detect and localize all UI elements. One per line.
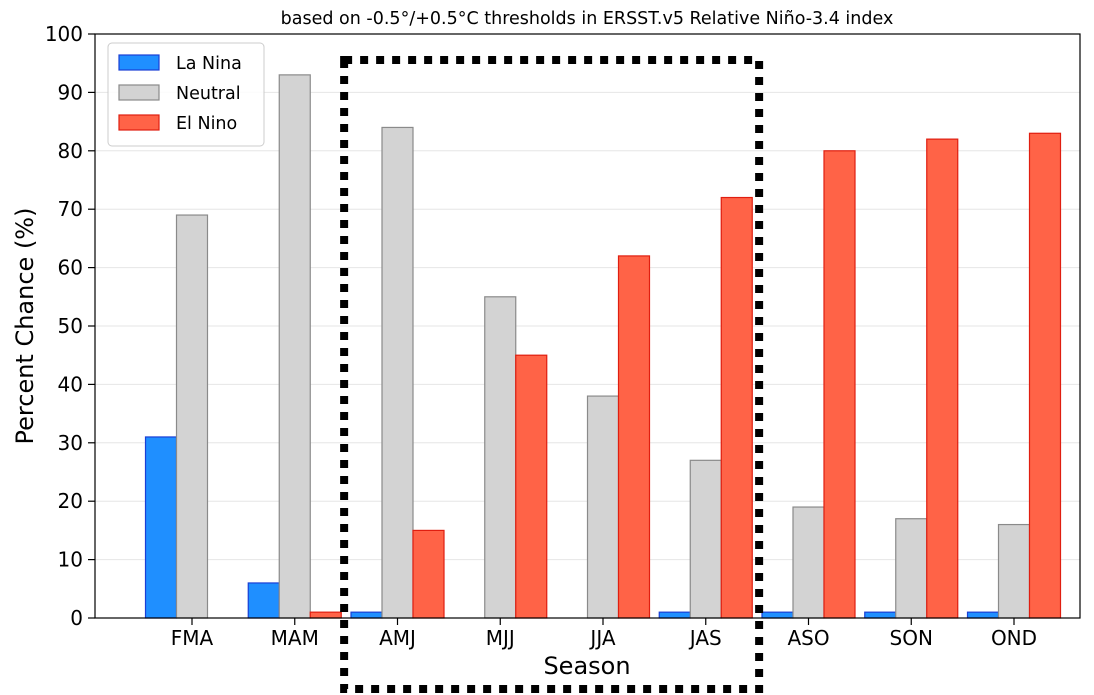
y-tick-label: 10: [58, 548, 83, 572]
highlight-box: [340, 56, 764, 693]
bar-el-nino-jas: [720, 196, 753, 619]
y-tick-label: 80: [58, 139, 83, 163]
bar-el-nino-mjj: [515, 354, 548, 619]
y-tick-label: 90: [58, 80, 83, 104]
bar-el-nino-amj: [412, 529, 445, 619]
bar-neutral-fma: [175, 214, 209, 619]
x-tick-label: JJA: [588, 626, 615, 650]
legend-swatch-la-nina: [118, 54, 160, 71]
bar-neutral-son: [895, 518, 928, 619]
bar-la-nina-aso: [761, 611, 794, 619]
x-tick-label: ASO: [787, 626, 829, 650]
bars: [144, 74, 1062, 619]
bar-neutral-aso: [792, 506, 825, 619]
bar-la-nina-mam: [247, 582, 280, 619]
x-axis-ticks: FMA MAM AMJ MJJ JJA JAS ASO SON OND: [171, 618, 1037, 650]
bar-la-nina-son: [864, 611, 897, 619]
bar-el-nino-mam: [309, 611, 342, 619]
y-tick-label: 50: [58, 314, 83, 338]
legend-label: El Nino: [176, 114, 237, 134]
x-tick-label: MJJ: [486, 626, 515, 650]
grid-lines: [95, 91, 1080, 561]
x-tick-label: SON: [890, 626, 933, 650]
bar-el-nino-son: [926, 138, 959, 619]
x-tick-label: JAS: [688, 626, 722, 650]
bar-neutral-jja: [586, 395, 620, 619]
bar-neutral-jas: [689, 459, 722, 619]
bar-la-nina-amj: [350, 611, 383, 619]
bar-la-nina-fma: [144, 436, 178, 619]
bar-neutral-mam: [278, 74, 311, 619]
y-tick-label: 70: [58, 197, 83, 221]
y-tick-label: 60: [58, 256, 83, 280]
x-tick-label: MAM: [271, 626, 319, 650]
bar-el-nino-aso: [823, 150, 856, 619]
x-tick-label: OND: [991, 626, 1037, 650]
x-tick-label: FMA: [171, 626, 214, 650]
y-axis-ticks: 0 10 20 30 40 50 60 70 80 90 100: [45, 22, 95, 630]
legend-swatch-el-nino: [118, 114, 160, 131]
y-tick-label: 40: [58, 372, 83, 396]
legend-swatch-neutral: [118, 84, 160, 101]
y-tick-label: 30: [58, 431, 83, 455]
y-tick-label: 100: [45, 22, 83, 46]
x-tick-label: AMJ: [379, 626, 416, 650]
bar-la-nina-ond: [966, 611, 1000, 619]
bar-neutral-mjj: [484, 296, 517, 619]
legend-label: La Nina: [176, 54, 242, 74]
y-axis-title: Percent Chance (%): [11, 208, 39, 445]
chart-title: based on -0.5°/+0.5°C thresholds in ERSS…: [281, 9, 894, 29]
x-axis-title: Season: [543, 652, 630, 680]
bar-el-nino-jja: [617, 255, 651, 619]
legend: La Nina Neutral El Nino: [107, 42, 265, 147]
legend-label: Neutral: [176, 84, 241, 104]
bar-neutral-amj: [381, 126, 414, 619]
bar-la-nina-jas: [658, 611, 691, 619]
bar-neutral-ond: [997, 523, 1031, 619]
y-tick-label: 20: [58, 489, 83, 513]
bar-el-nino-ond: [1028, 132, 1062, 619]
y-tick-label: 0: [70, 606, 83, 630]
